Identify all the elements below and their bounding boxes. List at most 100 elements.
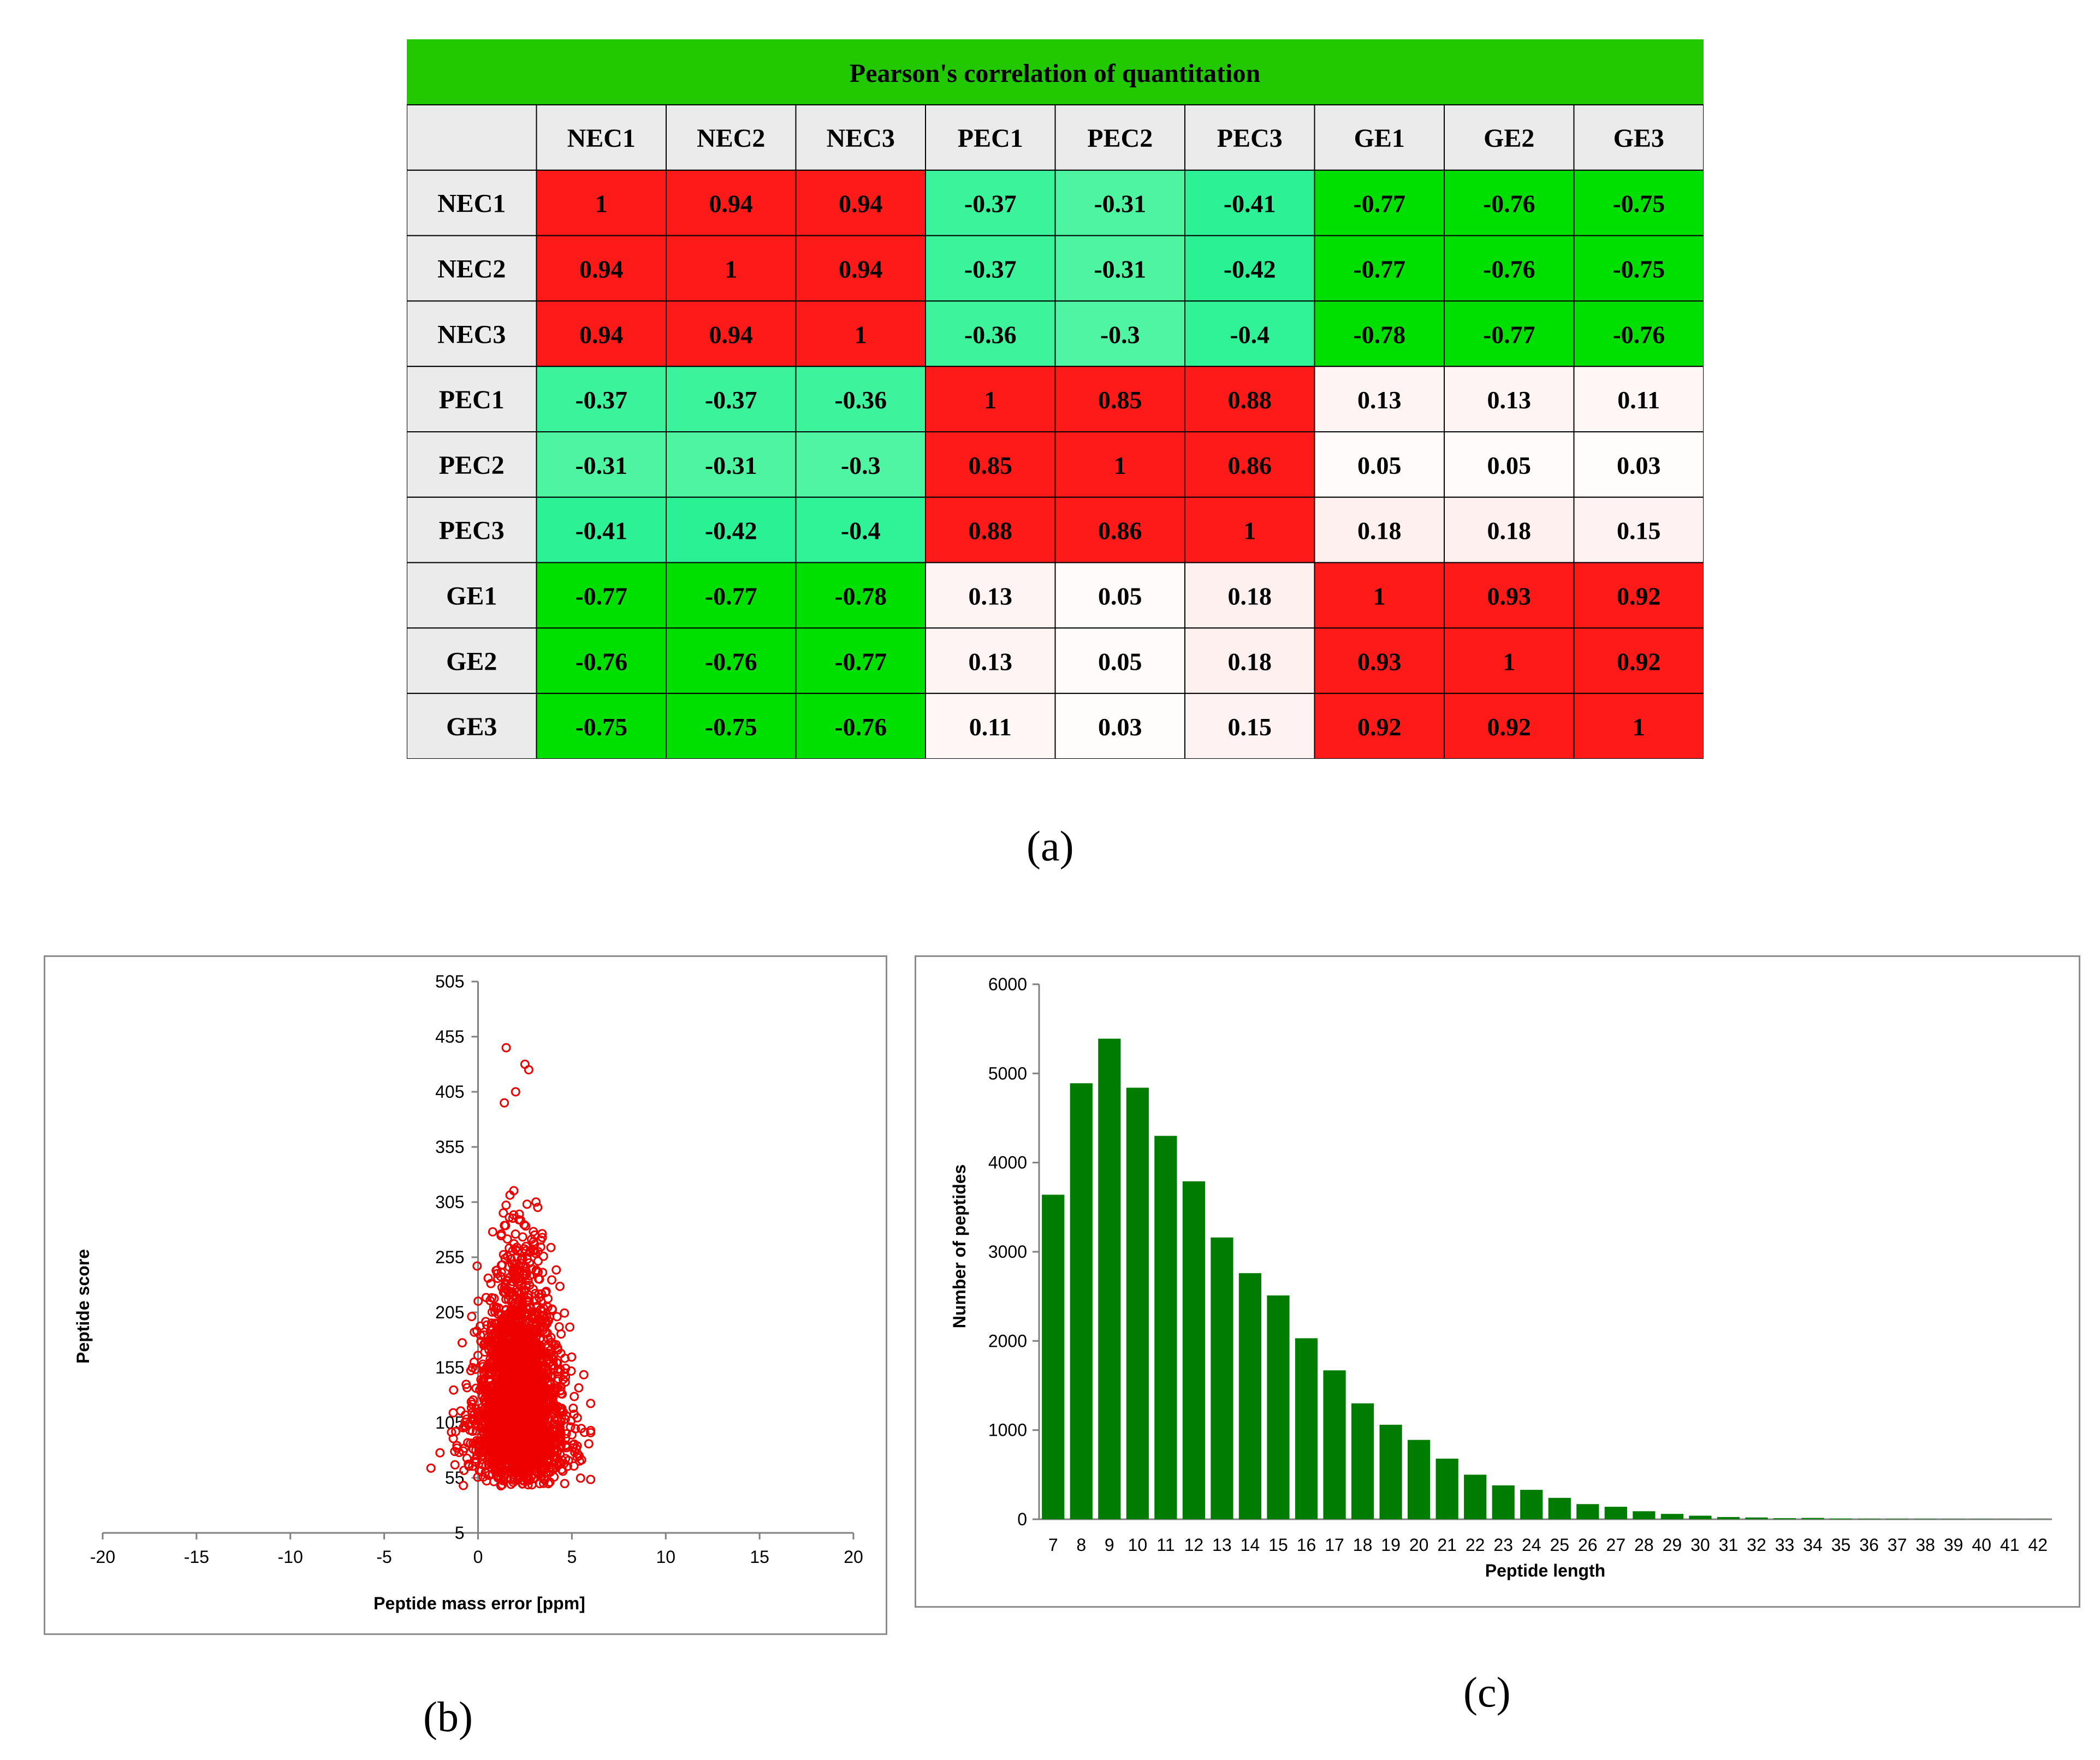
scatter-point — [500, 1098, 509, 1108]
heatmap-cell-value: -0.77 — [834, 647, 887, 675]
scatter-point — [545, 1477, 555, 1487]
panel-label-b: (b) — [423, 1693, 473, 1740]
heatmap-cell-value: 0.93 — [1357, 647, 1402, 675]
scatter-point — [491, 1364, 501, 1373]
heatmap-row-header: NEC3 — [437, 320, 506, 349]
heatmap-cell-value: 0.85 — [969, 451, 1013, 479]
scatter-x-tick-label: 0 — [473, 1547, 483, 1567]
bar — [1689, 1515, 1712, 1519]
bar-y-tick-label: 6000 — [988, 974, 1027, 994]
heatmap-row-header: GE1 — [446, 582, 497, 611]
scatter-point — [579, 1370, 589, 1380]
heatmap-cell-value: 0.85 — [1098, 386, 1142, 414]
scatter-point — [467, 1363, 477, 1372]
scatter-point — [450, 1426, 460, 1436]
heatmap-cell-value: 0.05 — [1098, 647, 1142, 675]
scatter-x-tick-label: -5 — [376, 1547, 391, 1567]
heatmap-cell-value: 0.92 — [1617, 582, 1661, 610]
scatter-point — [462, 1414, 472, 1424]
scatter-point — [535, 1393, 544, 1402]
heatmap-cell — [1314, 235, 1445, 302]
bar — [1070, 1083, 1093, 1519]
scatter-y-tick-label: 255 — [435, 1247, 464, 1267]
scatter-point — [515, 1393, 525, 1403]
scatter-point — [479, 1340, 489, 1350]
scatter-point — [561, 1454, 571, 1464]
scatter-point — [447, 1427, 456, 1437]
heatmap-cell-value: -0.36 — [964, 320, 1017, 348]
scatter-x-tick-label: -10 — [278, 1547, 303, 1567]
bar — [1435, 1458, 1458, 1519]
bar — [1323, 1370, 1346, 1519]
heatmap-cell — [1444, 431, 1575, 498]
scatter-point — [560, 1308, 570, 1318]
bar-x-tick-label: 9 — [1105, 1535, 1114, 1555]
scatter-point — [525, 1353, 535, 1363]
heatmap-cell-value: 0.05 — [1487, 451, 1532, 479]
heatmap-cell-value: 0.05 — [1357, 451, 1402, 479]
scatter-point — [509, 1259, 519, 1269]
bar-x-tick-label: 36 — [1859, 1535, 1879, 1555]
heatmap-cell — [1054, 693, 1185, 759]
heatmap-cell-value: -0.31 — [575, 451, 627, 479]
scatter-point — [516, 1422, 526, 1431]
heatmap-cell-value: 0.94 — [579, 320, 624, 348]
heatmap-cell — [1314, 169, 1445, 236]
scatter-chart-frame: -20 -15 -10 -5 0 5 10 15 20 5 55 105 155 205 255 305 355… — [44, 955, 887, 1635]
scatter-point — [495, 1382, 505, 1392]
scatter-point — [500, 1366, 510, 1376]
scatter-point — [492, 1265, 502, 1275]
scatter-point — [452, 1443, 462, 1453]
scatter-point — [500, 1287, 510, 1297]
heatmap-cell-value: 1 — [1114, 451, 1126, 479]
scatter-point — [474, 1436, 484, 1446]
heatmap-cell-value: -0.78 — [834, 582, 887, 610]
heatmap-column-header-cell — [795, 104, 926, 171]
scatter-point — [525, 1258, 535, 1268]
scatter-point — [501, 1221, 511, 1230]
scatter-point — [574, 1451, 584, 1461]
heatmap-cell-value: 0.03 — [1098, 713, 1142, 741]
heatmap-cell — [1573, 366, 1704, 433]
scatter-point — [566, 1422, 576, 1432]
bar-y-axis-label: Number of peptides — [950, 1164, 969, 1328]
bar — [1295, 1338, 1318, 1519]
scatter-point — [549, 1408, 559, 1418]
bar-x-tick-label: 8 — [1076, 1535, 1086, 1555]
scatter-x-axis-label: Peptide mass error [ppm] — [373, 1593, 585, 1613]
bar — [1464, 1474, 1487, 1519]
scatter-point — [536, 1455, 545, 1465]
scatter-point — [472, 1261, 482, 1271]
bar-x-tick-label: 41 — [2000, 1535, 2020, 1555]
heatmap-cell-value: -0.37 — [964, 190, 1017, 218]
bar-x-tick-label: 28 — [1634, 1535, 1654, 1555]
scatter-point — [468, 1395, 478, 1405]
bar — [1520, 1490, 1543, 1519]
heatmap-cell-value: -0.77 — [1353, 255, 1405, 283]
heatmap-cell-value: -0.75 — [575, 713, 627, 741]
scatter-point — [496, 1229, 506, 1239]
bar-x-tick-label: 42 — [2028, 1535, 2048, 1555]
bar-x-tick-label: 38 — [1915, 1535, 1935, 1555]
heatmap-cell-value: 0.94 — [839, 255, 883, 283]
heatmap-row-header: PEC2 — [439, 451, 505, 480]
bar-x-tick-label: 11 — [1156, 1535, 1174, 1555]
scatter-y-tick-label: 405 — [435, 1082, 464, 1102]
scatter-point — [551, 1340, 561, 1349]
scatter-x-tick-label: 10 — [656, 1547, 675, 1567]
scatter-point — [511, 1229, 520, 1239]
scatter-point — [488, 1426, 498, 1436]
scatter-point — [551, 1358, 561, 1367]
heatmap-row-header-cell — [407, 300, 537, 367]
scatter-point — [513, 1327, 523, 1336]
heatmap-cell-value: 0.13 — [969, 647, 1013, 675]
heatmap-cell-value: 0.86 — [1098, 517, 1142, 545]
heatmap-cell-value: 0.18 — [1487, 517, 1532, 545]
scatter-point — [554, 1435, 564, 1445]
heatmap-cell — [1573, 431, 1704, 498]
scatter-point — [524, 1065, 533, 1075]
scatter-point — [543, 1420, 553, 1430]
heatmap-cell — [536, 169, 667, 236]
bar-x-tick-label: 14 — [1241, 1535, 1260, 1555]
bar-x-tick-label: 15 — [1268, 1535, 1288, 1555]
